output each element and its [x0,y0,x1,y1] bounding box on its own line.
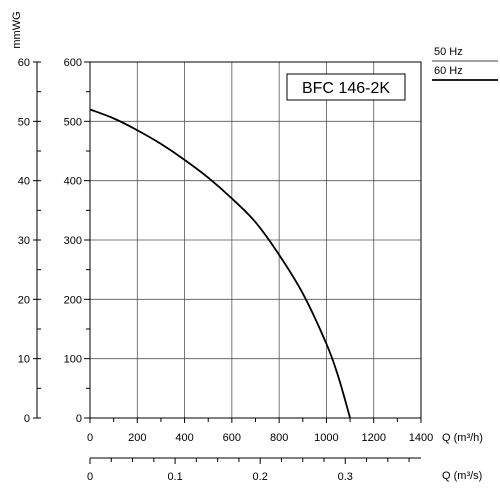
y-tick-label: 100 [64,354,82,366]
series-line [89,108,351,419]
x-secondary-axis: 0 0.1 0.2 0.3 [87,457,421,483]
x-secondary-tick-label: 0.2 [253,471,268,483]
x-tick-label: 800 [270,432,288,444]
y-tick-label: 0 [76,413,82,425]
x-tick-label: 1200 [361,432,385,444]
x-secondary-tick-label: 0 [87,471,93,483]
model-label-box [286,73,406,101]
y-tick-label: 200 [64,294,82,306]
y-tick-label: 300 [64,235,82,247]
x-tick-label: 200 [128,432,146,444]
y-secondary-tick-label: 0 [24,413,30,425]
y-secondary-axis-label: mmWG [11,11,23,48]
y-tick-label: 600 [64,57,82,69]
y-tick-label: 500 [64,116,82,128]
y-axis: 0 100 200 300 400 500 600 [64,57,90,425]
grid [90,62,421,418]
x-tick-label: 600 [223,432,241,444]
y-secondary-tick-label: 50 [18,116,30,128]
x-axis: 0 200 400 600 800 1000 1200 1400 [87,418,433,444]
y-secondary-axis: 0 10 20 30 40 50 60 [18,57,41,425]
legend-label: 60 Hz [434,65,463,77]
y-secondary-tick-label: 10 [18,354,30,366]
y-secondary-tick-label: 20 [18,294,30,306]
x-tick-label: 400 [175,432,193,444]
legend: 50 Hz 60 Hz [432,46,498,81]
x-tick-label: 1000 [314,432,338,444]
y-secondary-tick-label: 30 [18,235,30,247]
y-secondary-tick-label: 40 [18,176,30,188]
x-secondary-tick-label: 0.3 [338,471,353,483]
x-tick-label: 1400 [409,432,433,444]
x-axis-label: Q (m³/h) [442,432,483,444]
y-tick-label: 400 [64,176,82,188]
x-secondary-axis-label: Q (m³/s) [442,470,482,482]
x-secondary-tick-label: 0.1 [167,471,182,483]
y-secondary-tick-label: 60 [18,57,30,69]
legend-label: 50 Hz [434,46,463,58]
model-label: BFC 146-2K [302,80,390,97]
x-tick-label: 0 [87,432,93,444]
series-group [89,108,351,419]
